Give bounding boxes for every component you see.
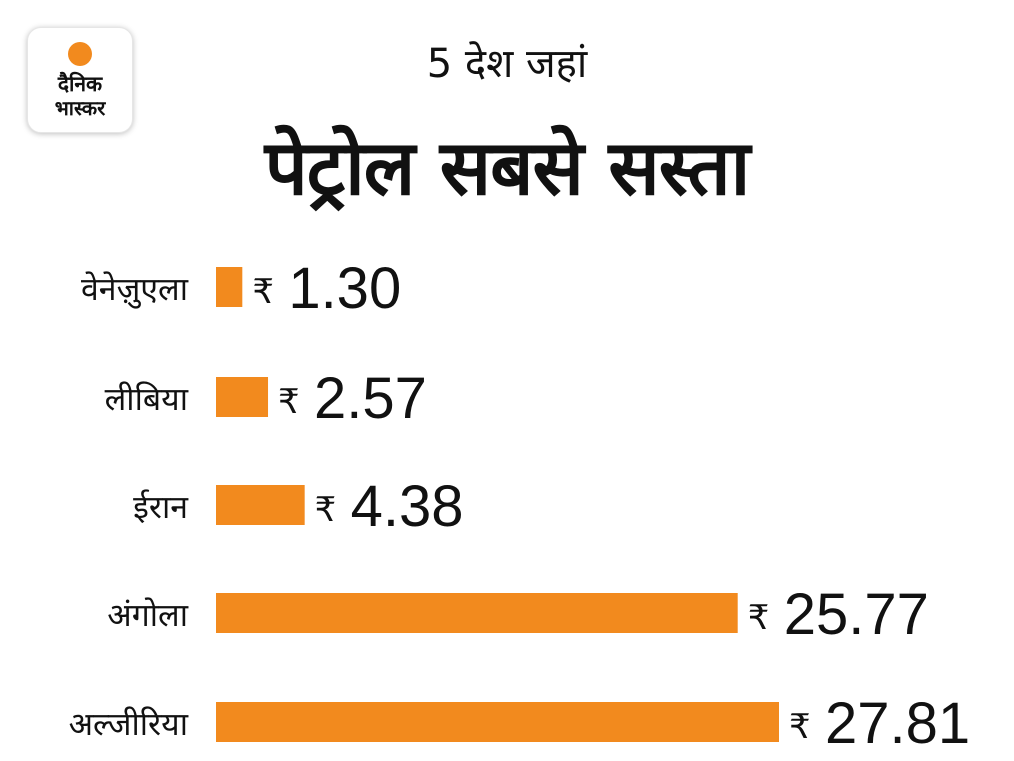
currency-symbol: ₹ [789, 707, 811, 747]
category-label: ईरान [133, 488, 189, 526]
bar [216, 267, 243, 307]
bar [216, 593, 738, 633]
currency-symbol: ₹ [315, 490, 337, 530]
currency-symbol: ₹ [278, 382, 300, 422]
brand-name-line1: दैनिक [57, 72, 103, 96]
category-label: वेनेज़ुएला [81, 270, 189, 309]
bar [216, 485, 305, 525]
sun-icon [68, 42, 92, 66]
brand-name-line2: भास्कर [54, 96, 106, 120]
value-label: 4.38 [351, 474, 464, 539]
chart-title: पेट्रोल सबसे सस्ता [264, 123, 751, 212]
currency-symbol: ₹ [748, 598, 770, 638]
chart-subtitle: 5 देश जहां [426, 41, 588, 87]
currency-symbol: ₹ [252, 272, 274, 312]
value-label: 2.57 [314, 366, 427, 431]
bar [216, 377, 269, 417]
brand-logo: दैनिक भास्कर [27, 27, 133, 133]
value-label: 1.30 [288, 256, 401, 321]
value-label: 25.77 [784, 582, 929, 647]
category-label: अल्जीरिया [69, 705, 189, 743]
category-label: लीबिया [105, 380, 189, 418]
value-label: 27.81 [825, 691, 970, 756]
bar [216, 702, 779, 742]
category-label: अंगोला [107, 596, 188, 634]
